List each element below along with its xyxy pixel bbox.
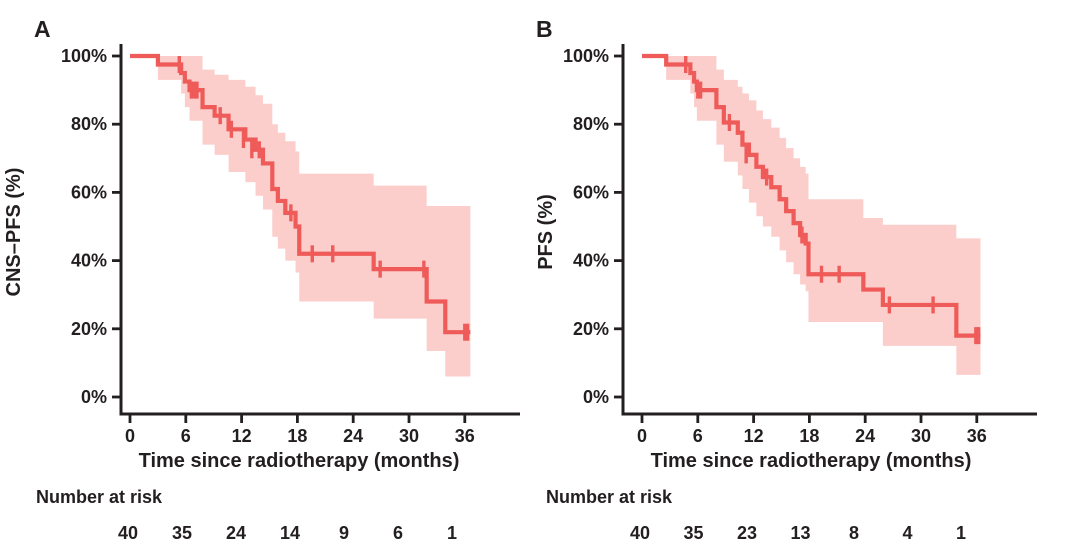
y-tick-label: 40%	[573, 251, 609, 271]
risk-count: 35	[172, 523, 192, 543]
y-tick-label: 80%	[573, 114, 609, 134]
y-tick-label: 60%	[573, 182, 609, 202]
x-tick-label: 12	[232, 426, 252, 446]
x-tick-label: 36	[967, 426, 987, 446]
risk-count: 4	[902, 523, 912, 543]
km-panel-b: 0% 20% 40% 60% 80% 100% 0 6 12 18 24 30 36 40 35 23 13 8 4…	[563, 44, 1037, 543]
km-panel-a: 0% 20% 40% 60% 80% 100% 0 6 12 18 24 30 36 40 35 24 14 9 6…	[61, 44, 520, 543]
risk-count: 1	[956, 523, 966, 543]
risk-count: 24	[226, 523, 246, 543]
risk-count: 40	[630, 523, 650, 543]
x-tick-label: 12	[744, 426, 764, 446]
panel-a-x-axis-title: Time since radiotherapy (months)	[139, 450, 460, 472]
panel-b-y-axis-title: PFS (%)	[535, 194, 557, 270]
panel-b-letter: B	[536, 16, 553, 42]
x-tick-label: 18	[799, 426, 819, 446]
risk-count: 40	[118, 523, 138, 543]
x-tick-label: 30	[911, 426, 931, 446]
x-tick-label: 18	[287, 426, 307, 446]
x-tick-label: 24	[855, 426, 875, 446]
panel-a-letter: A	[34, 16, 51, 42]
y-tick-label: 0%	[583, 387, 609, 407]
risk-count: 6	[393, 523, 403, 543]
risk-count: 8	[849, 523, 859, 543]
risk-count: 1	[447, 523, 457, 543]
y-tick-label: 0%	[81, 387, 107, 407]
risk-count: 35	[683, 523, 703, 543]
risk-count: 23	[737, 523, 757, 543]
panel-a-y-axis-title: CNS–PFS (%)	[3, 168, 25, 297]
x-tick-label: 36	[455, 426, 475, 446]
panel-b-number-at-risk-label: Number at risk	[546, 487, 673, 507]
y-tick-label: 60%	[71, 182, 107, 202]
x-tick-label: 6	[181, 426, 191, 446]
x-tick-label: 6	[693, 426, 703, 446]
y-tick-label: 40%	[71, 251, 107, 271]
y-tick-label: 20%	[573, 319, 609, 339]
panel-b-x-axis-title: Time since radiotherapy (months)	[651, 450, 972, 472]
x-tick-label: 0	[637, 426, 647, 446]
censor-marks	[177, 56, 470, 341]
risk-count: 9	[339, 523, 349, 543]
y-tick-label: 100%	[563, 46, 609, 66]
x-tick-label: 24	[343, 426, 363, 446]
confidence-band	[666, 56, 981, 375]
risk-count: 14	[280, 523, 300, 543]
confidence-band	[157, 56, 471, 377]
panel-a-number-at-risk-label: Number at risk	[36, 487, 163, 507]
y-tick-label: 100%	[61, 46, 107, 66]
censor-marks	[684, 56, 981, 345]
x-tick-label: 30	[399, 426, 419, 446]
y-tick-label: 80%	[71, 114, 107, 134]
x-tick-label: 0	[125, 426, 135, 446]
y-tick-label: 20%	[71, 319, 107, 339]
risk-count: 13	[790, 523, 810, 543]
